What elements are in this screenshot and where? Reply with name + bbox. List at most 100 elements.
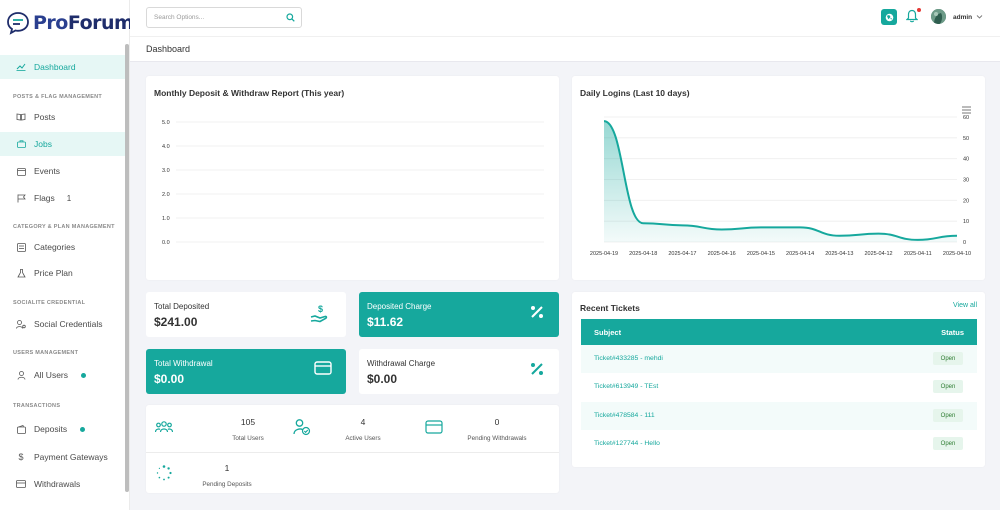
recent-tickets-card: Recent Tickets View all Subject Status T… xyxy=(572,292,985,467)
sidebar-item-label: All Users xyxy=(34,370,69,380)
y-tick-label: 50 xyxy=(963,136,969,142)
table-row: Ticket#127744 - Hello Open xyxy=(581,430,977,458)
stat-value: $0.00 xyxy=(154,372,185,386)
stat-value: 1 xyxy=(224,463,230,473)
user-name[interactable]: admin xyxy=(953,14,973,21)
tickets-table-header: Subject Status xyxy=(581,319,977,345)
stat-label: Pending Withdrawals xyxy=(467,435,527,442)
pending-deposits-stat: 1 Pending Deposits xyxy=(182,463,272,488)
avatar-image-icon xyxy=(931,9,946,24)
sidebar-item-label: Jobs xyxy=(34,139,52,149)
avatar[interactable] xyxy=(931,9,946,24)
stat-value: $241.00 xyxy=(154,315,198,329)
y-tick-label: 4.0 xyxy=(162,144,170,150)
y-tick-label: 20 xyxy=(963,198,969,204)
user-check-icon xyxy=(293,419,311,436)
stat-label: Total Users xyxy=(232,435,264,442)
deposited-charge-card: Deposited Charge $11.62 xyxy=(359,292,559,337)
spinner-icon xyxy=(156,465,172,481)
search-input[interactable] xyxy=(147,8,277,27)
x-tick-label: 2025-04-14 xyxy=(786,251,814,257)
stat-label: Deposited Charge xyxy=(367,302,432,311)
categories-icon xyxy=(16,242,26,252)
withdrawal-charge-card: Withdrawal Charge $0.00 xyxy=(359,349,559,394)
svg-text:$: $ xyxy=(318,304,323,314)
sidebar-item-label: Posts xyxy=(34,112,56,122)
chart-menu-icon[interactable] xyxy=(962,106,971,114)
daily-logins-card: Daily Logins (Last 10 days) 0 10 20 30 40 50 6… xyxy=(572,76,985,280)
sidebar-item-deposits[interactable]: Deposits xyxy=(0,417,126,441)
sidebar-item-categories[interactable]: Categories xyxy=(0,235,126,259)
view-all-link[interactable]: View all xyxy=(953,302,977,309)
briefcase-icon xyxy=(16,139,26,149)
sidebar-item-posts[interactable]: Posts xyxy=(0,105,126,129)
stat-label: Withdrawal Charge xyxy=(367,359,436,368)
logo[interactable]: ProForum xyxy=(6,8,134,38)
section-title: CATEGORY & PLAN MANAGEMENT xyxy=(13,224,115,230)
topbar: admin xyxy=(130,0,1000,36)
y-tick-label: 0 xyxy=(963,240,966,246)
dashboard-icon xyxy=(16,62,26,72)
sidebar-item-flags[interactable]: Flags 1 xyxy=(0,186,126,210)
ticket-link[interactable]: Ticket#433285 - mehdi xyxy=(594,355,663,362)
user-cog-icon xyxy=(16,319,26,329)
stat-label: Total Deposited xyxy=(154,302,210,311)
section-title: TRANSACTIONS xyxy=(13,403,61,409)
ticket-link[interactable]: Ticket#127744 - Hello xyxy=(594,440,660,447)
sidebar-item-label: Withdrawals xyxy=(34,479,81,489)
sidebar-item-label: Events xyxy=(34,166,60,176)
page-title: Dashboard xyxy=(146,44,191,54)
card-title: Recent Tickets xyxy=(580,303,640,313)
sidebar-item-label: Flags xyxy=(34,193,55,203)
logo-text: ProForum xyxy=(33,12,134,34)
total-users-stat: 105 Total Users xyxy=(203,417,293,442)
card-title: Monthly Deposit & Withdraw Report (This … xyxy=(154,88,345,98)
table-row: Ticket#433285 - mehdi Open xyxy=(581,345,977,373)
flag-icon xyxy=(16,193,26,203)
bell-icon[interactable] xyxy=(906,9,918,23)
x-tick-label: 2025-04-17 xyxy=(668,251,696,257)
sidebar-item-price-plan[interactable]: Price Plan xyxy=(0,261,126,285)
stat-value: 105 xyxy=(240,417,256,427)
x-tick-label: 2025-04-18 xyxy=(629,251,657,257)
sidebar-item-social-credentials[interactable]: Social Credentials xyxy=(0,312,126,336)
users-group-icon xyxy=(155,421,173,433)
search-box xyxy=(146,7,302,28)
sidebar-item-dashboard[interactable]: Dashboard xyxy=(0,55,126,79)
credit-card-icon xyxy=(425,420,443,434)
hand-dollar-icon: $ xyxy=(310,304,328,323)
sidebar-item-jobs[interactable]: Jobs xyxy=(0,132,126,156)
y-tick-label: 1.0 xyxy=(162,216,170,222)
deposit-report-chart: 0.0 1.0 2.0 3.0 4.0 5.0 xyxy=(162,120,544,246)
ticket-link[interactable]: Ticket#478584 - 111 xyxy=(594,412,655,419)
sidebar-item-all-users[interactable]: All Users xyxy=(0,363,126,387)
search-icon[interactable] xyxy=(286,13,295,22)
flask-icon xyxy=(16,268,26,278)
stat-value: 0 xyxy=(494,417,500,427)
user-stats-card: 105 Total Users 4 Active Users 0 Pending… xyxy=(146,405,559,493)
stat-label: Active Users xyxy=(345,435,381,442)
stat-value: 4 xyxy=(360,417,366,427)
y-tick-label: 5.0 xyxy=(162,120,170,126)
ticket-link[interactable]: Ticket#613949 - TEst xyxy=(594,383,659,390)
percent-icon xyxy=(531,363,543,375)
sidebar-item-withdrawals[interactable]: Withdrawals xyxy=(0,472,126,496)
sidebar-scrollbar[interactable] xyxy=(125,44,129,492)
sidebar-item-label: Dashboard xyxy=(34,62,76,72)
sidebar-item-payment-gateways[interactable]: $ Payment Gateways xyxy=(0,445,126,469)
book-icon xyxy=(16,112,26,122)
status-badge: Open xyxy=(933,437,963,450)
chevron-down-icon[interactable] xyxy=(976,13,983,20)
stat-label: Total Withdrawal xyxy=(154,359,213,368)
sidebar-item-label: Payment Gateways xyxy=(34,452,108,462)
x-tick-label: 2025-04-13 xyxy=(825,251,853,257)
sidebar: ProForum Dashboard POSTS & FLAG MANAGEME… xyxy=(0,0,134,510)
x-tick-label: 2025-04-16 xyxy=(708,251,736,257)
notification-dot xyxy=(917,8,921,12)
x-tick-label: 2025-04-11 xyxy=(904,251,932,257)
breadcrumb: Dashboard xyxy=(130,36,1000,62)
globe-button[interactable] xyxy=(881,9,897,25)
sidebar-item-events[interactable]: Events xyxy=(0,159,126,183)
user-icon xyxy=(16,370,26,380)
total-deposited-card: Total Deposited $241.00 $ xyxy=(146,292,346,337)
